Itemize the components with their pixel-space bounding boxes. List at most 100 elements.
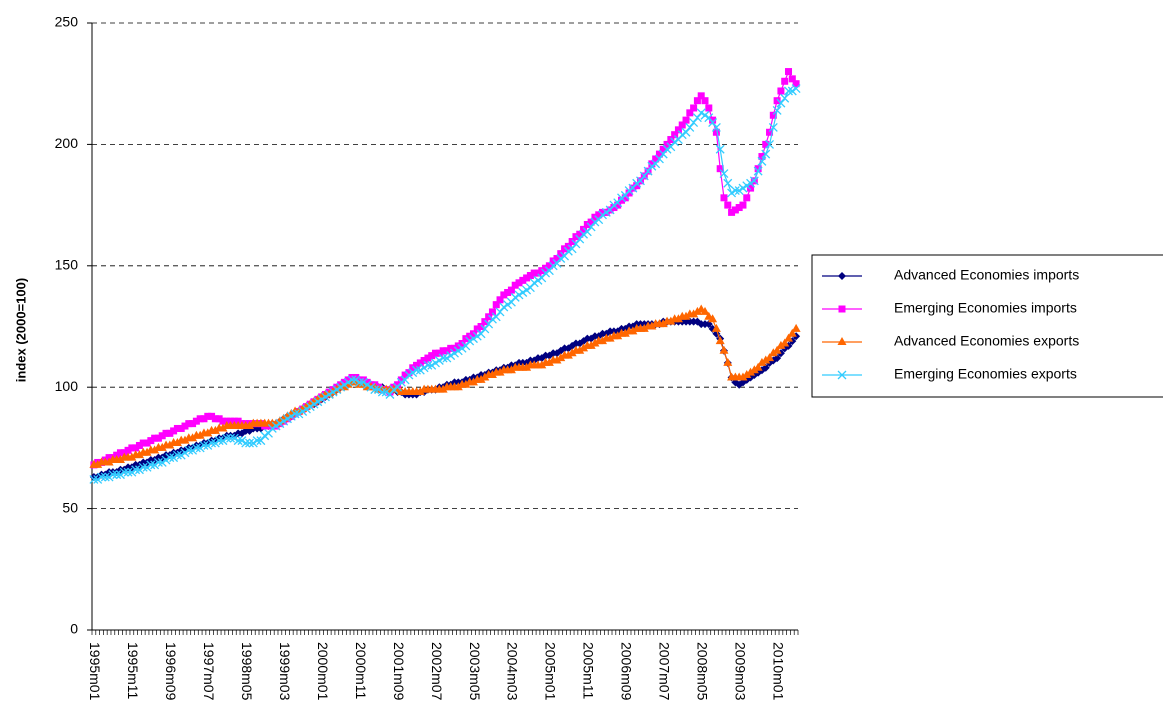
data-point [181,422,189,430]
data-point [138,462,148,472]
data-point [673,314,683,323]
y-tick-label: 100 [55,378,79,394]
data-point [746,367,756,376]
data-point [458,339,466,347]
data-point [788,75,796,83]
data-point [708,118,718,128]
data-point [618,196,625,204]
data-point [692,306,702,315]
data-point [139,439,147,447]
data-point [401,371,409,379]
data-point [781,77,789,85]
data-point [610,204,618,212]
data-point [385,390,395,399]
data-point [583,221,591,229]
data-point [119,467,129,477]
data-point [537,273,547,283]
data-point [165,440,175,449]
data-point [214,436,224,446]
legend-marker [838,305,846,313]
x-tick-label: 1997m07 [201,642,217,701]
legend-label: Advanced Economies exports [894,333,1079,349]
data-point [685,122,695,132]
data-point [552,258,562,268]
data-point [252,436,262,446]
data-point [454,342,462,350]
data-point [730,186,740,195]
data-point [226,433,236,443]
data-point [173,424,181,432]
x-tick-label: 2007m07 [657,642,673,701]
x-tick-label: 2005m11 [581,642,597,700]
data-point [704,113,714,123]
data-point [453,382,463,391]
y-axis-label: index (2000=100) [13,278,28,382]
data-point [663,140,671,148]
data-point [511,281,519,289]
data-point [667,136,675,144]
data-point [534,269,542,277]
data-point [572,233,580,241]
data-point [753,362,763,371]
data-point [658,149,668,159]
data-point [761,355,771,364]
data-point [719,345,729,354]
data-point [754,165,762,173]
data-point [776,98,786,108]
x-tick-label: 1998m05 [239,642,255,701]
data-point [157,442,167,451]
data-point [651,159,661,169]
data-point [787,328,797,337]
data-point [147,437,155,445]
data-point [112,470,122,480]
data-point [708,314,718,323]
data-point [556,353,566,362]
data-point [177,424,185,432]
data-point [599,208,607,216]
data-point [108,470,118,480]
data-point [693,97,701,105]
data-point [613,198,623,208]
data-point [686,109,694,117]
data-point [233,436,243,446]
data-point [264,428,273,438]
data-point [757,357,767,366]
data-point [89,475,99,484]
data-point [636,176,645,186]
data-point [191,443,201,453]
data-point [476,374,486,383]
data-point [131,465,141,475]
x-tick-label: 2008m05 [695,642,711,701]
data-point [93,459,103,468]
data-point [370,385,380,395]
data-point [690,104,698,112]
data-point [189,420,197,428]
series [89,84,801,484]
data-point [415,387,425,396]
data-point [575,345,585,354]
data-point [222,433,232,443]
data-point [560,251,570,261]
data-point [423,360,433,370]
data-point [165,453,175,463]
data-point [519,276,527,284]
data-point [245,438,254,448]
data-point [647,321,657,330]
data-point [724,201,732,209]
data-point [575,234,585,244]
data-point [681,127,691,137]
data-point [544,266,554,276]
data-point [639,323,649,332]
data-point [772,105,782,115]
data-point [605,333,615,342]
data-point [586,340,596,349]
data-point [564,242,572,250]
data-point [416,359,424,367]
data-point [428,352,436,360]
data-point [420,356,428,364]
data-point [571,239,581,249]
legend-marker [838,272,846,280]
data-point [621,194,629,202]
data-point [655,150,663,158]
data-point [210,425,220,434]
